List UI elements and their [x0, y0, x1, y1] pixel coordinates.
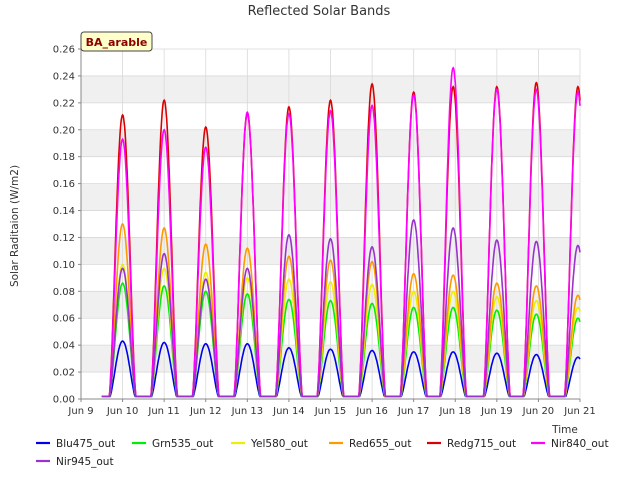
- y-tick-label: 0.18: [53, 152, 75, 163]
- y-tick-label: 0.24: [53, 71, 75, 82]
- x-tick-label: Jun 11: [147, 406, 180, 417]
- x-axis-title: Time: [551, 424, 578, 436]
- chart-title: Reflected Solar Bands: [248, 4, 391, 19]
- legend-label: Nir840_out: [551, 438, 609, 450]
- y-tick-label: 0.04: [53, 341, 75, 352]
- legend-label: Redg715_out: [447, 438, 516, 450]
- y-tick-label: 0.12: [53, 233, 75, 244]
- y-tick-label: 0.06: [53, 314, 75, 325]
- y-tick-label: 0.22: [53, 98, 75, 109]
- legend-label: Grn535_out: [152, 438, 213, 450]
- y-tick-label: 0.10: [53, 260, 75, 271]
- x-tick-label: Jun 19: [480, 406, 513, 417]
- badge-label: BA_arable: [86, 36, 148, 49]
- x-tick-label: Jun 12: [189, 406, 222, 417]
- y-axis-title: Solar Raditaion (W/m2): [9, 165, 21, 287]
- x-tick-label: Jun 15: [314, 406, 347, 417]
- y-tick-label: 0.20: [53, 125, 75, 136]
- y-tick-label: 0.14: [53, 206, 75, 217]
- x-tick-label: Jun 16: [355, 406, 388, 417]
- y-ticks: 0.00 0.02 0.04 0.06 0.08 0.10 0.12 0.14 0.16 0.18…: [53, 45, 81, 406]
- legend-label: Yel580_out: [250, 438, 308, 450]
- x-ticks: Jun 9 Jun 10 Jun 11 Jun 12 Jun 13 Jun 14 Jun 1…: [67, 399, 596, 417]
- x-tick-label: Jun 20: [522, 406, 555, 417]
- y-tick-label: 0.08: [53, 287, 75, 298]
- x-tick-label: Jun 9: [67, 406, 93, 417]
- badge: BA_arable: [80, 31, 153, 52]
- series-layer: [101, 66, 581, 398]
- legend-label: Red655_out: [349, 438, 411, 450]
- legend-label: Nir945_out: [56, 456, 114, 468]
- x-tick-label: Jun 21: [563, 406, 596, 417]
- y-tick-label: 0.16: [53, 179, 75, 190]
- y-tick-label: 0.02: [53, 368, 75, 379]
- x-tick-label: Jun 18: [438, 406, 471, 417]
- legend-label: Blu475_out: [56, 438, 115, 450]
- x-tick-label: Jun 13: [231, 406, 264, 417]
- legend: Blu475_out Grn535_out Yel580_out Red655_out…: [36, 438, 609, 468]
- y-tick-label: 0.00: [53, 395, 75, 406]
- x-tick-label: Jun 14: [272, 406, 305, 417]
- series-line-nir945-out: [101, 219, 581, 398]
- x-tick-label: Jun 10: [106, 406, 139, 417]
- x-tick-label: Jun 17: [397, 406, 430, 417]
- y-tick-label: 0.26: [53, 45, 75, 56]
